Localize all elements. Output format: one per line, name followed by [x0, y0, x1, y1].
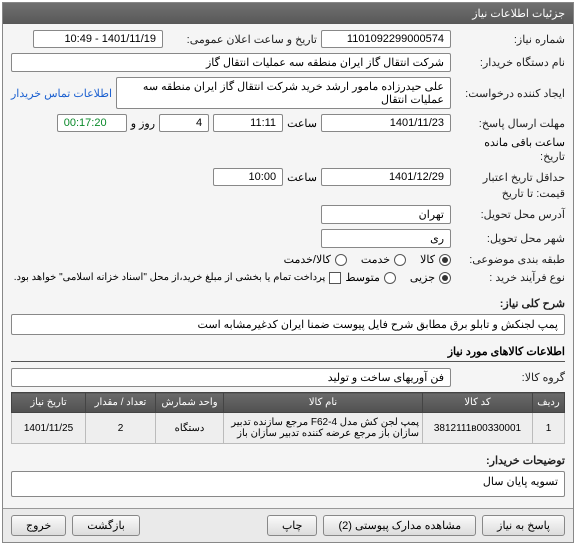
row-deadline: مهلت ارسال پاسخ: 1401/11/23 ساعت 11:11 4… [11, 114, 565, 149]
radio-label: کالا [420, 253, 435, 266]
row-category: طبقه بندی موضوعی: کالا خدمت کالا/خدمت [11, 253, 565, 266]
row-valid: حداقل تاریخ اعتبار 1401/12/29 ساعت 10:00 [11, 168, 565, 186]
exit-button[interactable]: خروج [11, 515, 66, 536]
label-buyer-org: نام دستگاه خریدار: [455, 56, 565, 69]
radio-dot-icon [394, 254, 406, 266]
label-day-and: روز و [131, 117, 155, 130]
panel-header: جزئیات اطلاعات نیاز [3, 3, 573, 24]
category-radio[interactable]: کالا/خدمت [284, 253, 347, 266]
label-valid: حداقل تاریخ اعتبار [455, 171, 565, 184]
buy-type-note: پرداخت تمام یا بخشی از مبلغ خرید،از محل … [14, 272, 326, 283]
table-cell: 2 [86, 413, 156, 444]
radio-dot-icon [439, 254, 451, 266]
category-radio[interactable]: کالا [420, 253, 451, 266]
row-addr: آدرس محل تحویل: تهران [11, 205, 565, 224]
treasury-checkbox[interactable] [329, 272, 341, 284]
field-goods-group: فن آوریهای ساخت و تولید [11, 368, 451, 387]
attachments-button[interactable]: مشاهده مدارک پیوستی (2) [323, 515, 476, 536]
label-need-title: شرح کلی نیاز: [455, 297, 565, 310]
table-col-header: واحد شمارش [156, 393, 224, 413]
label-last-change: تاریخ: [455, 150, 565, 163]
details-panel: جزئیات اطلاعات نیاز شماره نیاز: 11010922… [2, 2, 574, 543]
buytype-radio-group: جزیی متوسط [345, 271, 451, 284]
table-col-header: کد کالا [423, 393, 533, 413]
field-days-left: 4 [159, 114, 209, 132]
field-valid-date: 1401/12/29 [321, 168, 451, 186]
goods-section-title: اطلاعات کالاهای مورد نیاز [11, 345, 565, 362]
table-col-header: نام کالا [224, 393, 423, 413]
category-radio-group: کالا خدمت کالا/خدمت [11, 253, 451, 266]
print-button[interactable]: چاپ [267, 515, 318, 536]
field-buyer-notes: تسویه پایان سال [11, 471, 565, 497]
row-creator: ایجاد کننده درخواست: علی حیدرزاده مامور … [11, 77, 565, 109]
table-col-header: تاریخ نیاز [12, 393, 86, 413]
label-buyer-notes: توضیحات خریدار: [455, 454, 565, 467]
field-deadline-time: 11:11 [213, 114, 283, 132]
field-creator: علی حیدرزاده مامور ارشد خرید شرکت انتقال… [116, 77, 451, 109]
field-buyer-org: شرکت انتقال گاز ایران منطقه سه عملیات ان… [11, 53, 451, 72]
row-need-no: شماره نیاز: 1101092299000574 تاریخ و ساع… [11, 30, 565, 48]
field-city: ری [321, 229, 451, 248]
label-time-1: ساعت [287, 117, 317, 130]
field-addr: تهران [321, 205, 451, 224]
back-button[interactable]: بازگشت [72, 515, 140, 536]
field-valid-time: 10:00 [213, 168, 283, 186]
label-category: طبقه بندی موضوعی: [455, 253, 565, 266]
table-cell: 3812111в00330001 [423, 413, 533, 444]
label-time-2: ساعت [287, 171, 317, 184]
table-col-header: ردیف [533, 393, 565, 413]
radio-dot-icon [384, 272, 396, 284]
table-row[interactable]: 13812111в00330001پمپ لجن کش مدل 4-F62 مر… [12, 413, 565, 444]
row-goods-group: گروه کالا: فن آوریهای ساخت و تولید [11, 368, 565, 387]
label-creator: ایجاد کننده درخواست: [455, 87, 565, 100]
table-cell: دستگاه [156, 413, 224, 444]
table-col-header: تعداد / مقدار [86, 393, 156, 413]
buytype-radio[interactable]: جزیی [410, 271, 451, 284]
radio-dot-icon [439, 272, 451, 284]
panel-title: جزئیات اطلاعات نیاز [472, 8, 565, 20]
row-buy-type: نوع فرآیند خرید : جزیی متوسط پرداخت تمام … [11, 271, 565, 284]
radio-label: متوسط [345, 271, 380, 284]
radio-dot-icon [335, 254, 347, 266]
row-buyer-notes: توضیحات خریدار: تسویه پایان سال [11, 454, 565, 497]
radio-label: خدمت [361, 253, 390, 266]
table-header-row: ردیفکد کالانام کالاواحد شمارشتعداد / مقد… [12, 393, 565, 413]
table-cell: 1401/11/25 [12, 413, 86, 444]
label-buy-type: نوع فرآیند خرید : [455, 271, 565, 284]
label-remaining: ساعت باقی مانده [484, 136, 565, 149]
row-last-change: تاریخ: [11, 150, 565, 163]
footer-bar: پاسخ به نیاز مشاهده مدارک پیوستی (2) چاپ… [3, 508, 573, 542]
field-announce: 1401/11/19 - 10:49 [33, 30, 163, 48]
label-need-no: شماره نیاز: [455, 33, 565, 46]
field-need-no: 1101092299000574 [321, 30, 451, 48]
label-deadline: مهلت ارسال پاسخ: [455, 117, 565, 130]
label-goods-group: گروه کالا: [455, 371, 565, 384]
radio-label: جزیی [410, 271, 435, 284]
goods-table: ردیفکد کالانام کالاواحد شمارشتعداد / مقد… [11, 392, 565, 444]
radio-label: کالا/خدمت [284, 253, 331, 266]
table-cell: پمپ لجن کش مدل 4-F62 مرجع سازنده تدبیر س… [224, 413, 423, 444]
buytype-radio[interactable]: متوسط [345, 271, 396, 284]
row-city: شهر محل تحویل: ری [11, 229, 565, 248]
row-buyer: نام دستگاه خریدار: شرکت انتقال گاز ایران… [11, 53, 565, 72]
main-section: شماره نیاز: 1101092299000574 تاریخ و ساع… [3, 24, 573, 508]
contact-link[interactable]: اطلاعات تماس خریدار [11, 87, 112, 100]
category-radio[interactable]: خدمت [361, 253, 406, 266]
label-addr: آدرس محل تحویل: [455, 208, 565, 221]
field-need-title: پمپ لجنکش و تابلو برق مطابق شرح فایل پیو… [11, 314, 565, 335]
field-countdown: 00:17:20 [57, 114, 127, 132]
footer-right-group: بازگشت خروج [11, 515, 140, 536]
row-price-until: قیمت: تا تاریخ [11, 187, 565, 200]
row-need-title: شرح کلی نیاز: پمپ لجنکش و تابلو برق مطاب… [11, 297, 565, 335]
footer-left-group: پاسخ به نیاز مشاهده مدارک پیوستی (2) چاپ [267, 515, 565, 536]
label-price-until: قیمت: تا تاریخ [455, 187, 565, 200]
label-city: شهر محل تحویل: [455, 232, 565, 245]
label-announce: تاریخ و ساعت اعلان عمومی: [167, 33, 317, 46]
table-cell: 1 [533, 413, 565, 444]
field-deadline-date: 1401/11/23 [321, 114, 451, 132]
reply-button[interactable]: پاسخ به نیاز [482, 515, 565, 536]
